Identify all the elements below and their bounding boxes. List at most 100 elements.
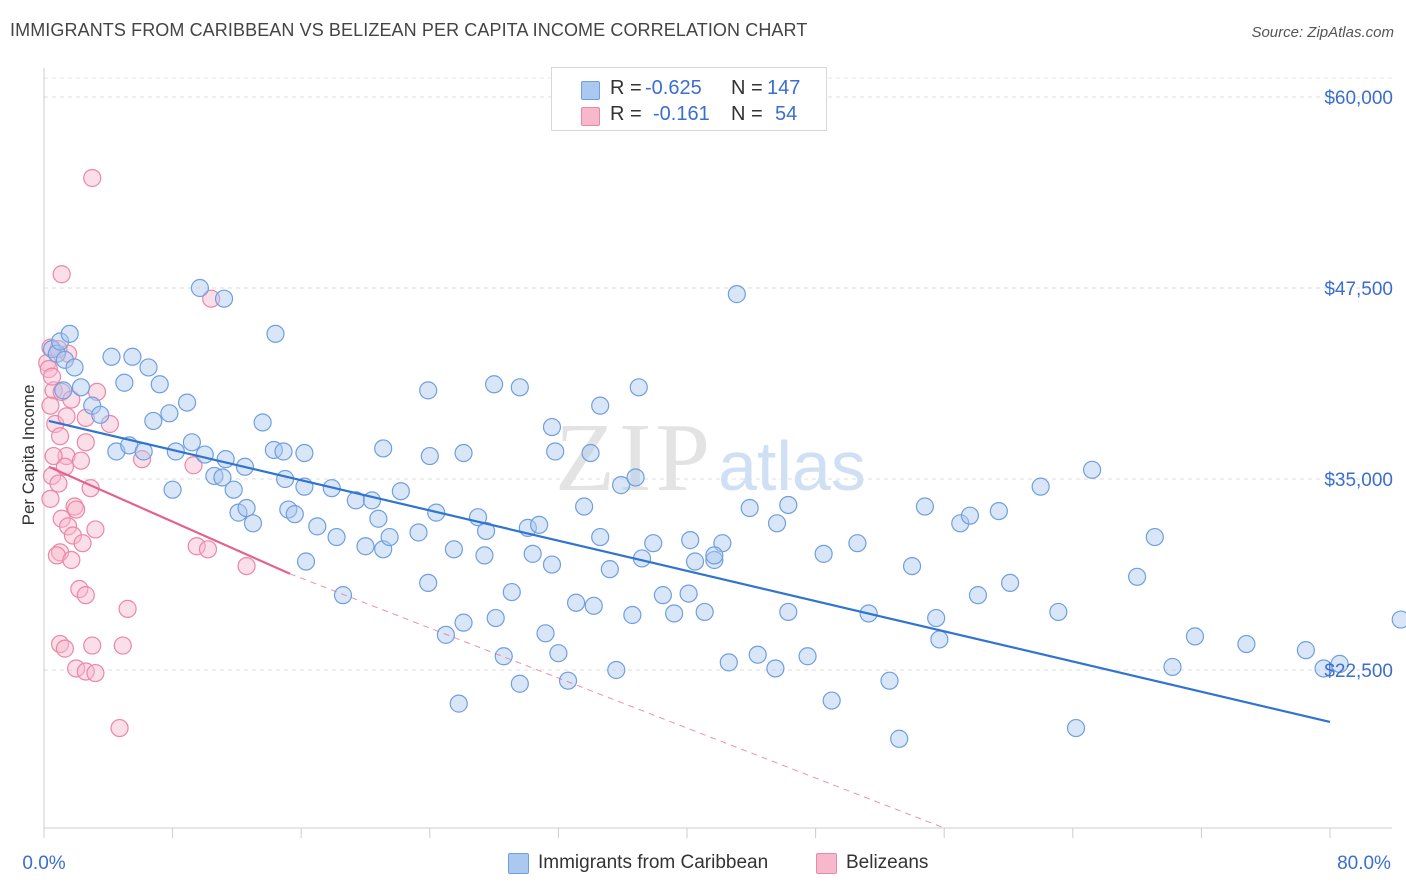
caribbean-point bbox=[523, 544, 542, 563]
caribbean-point bbox=[123, 347, 142, 366]
caribbean-point bbox=[71, 378, 91, 397]
legend-n-value: 54 bbox=[775, 103, 798, 125]
bottom-legend-label-belizeans: Belizeans bbox=[846, 852, 929, 873]
caribbean-point bbox=[1066, 718, 1086, 738]
belizean-point bbox=[52, 509, 71, 528]
bottom-legend-label-caribbean: Immigrants from Caribbean bbox=[538, 852, 769, 873]
caribbean-point bbox=[1031, 477, 1050, 496]
caribbean-point bbox=[60, 324, 79, 343]
trend-lines bbox=[48, 419, 1331, 829]
bottom-legend-swatch-belizeans bbox=[816, 853, 837, 874]
legend-row-belizeans: R = -0.161 N = 54 bbox=[552, 103, 826, 127]
caribbean-points bbox=[42, 278, 1406, 748]
caribbean-point bbox=[626, 468, 645, 487]
caribbean-point bbox=[139, 358, 158, 377]
belizean-point bbox=[110, 718, 129, 738]
caribbean-point bbox=[848, 534, 867, 553]
caribbean-point bbox=[558, 671, 578, 690]
belizean-point bbox=[50, 427, 70, 446]
legend-r-value: -0.161 bbox=[653, 103, 710, 125]
caribbean-point bbox=[409, 523, 428, 542]
belizean-point bbox=[65, 497, 84, 516]
belizean-point bbox=[113, 636, 132, 655]
caribbean-point bbox=[510, 378, 529, 397]
caribbean-point bbox=[1082, 460, 1102, 479]
legend-r-label: R = bbox=[610, 77, 642, 99]
caribbean-point bbox=[419, 573, 438, 593]
caribbean-point bbox=[685, 552, 705, 571]
caribbean-point bbox=[213, 468, 232, 487]
caribbean-point bbox=[530, 515, 549, 534]
caribbean-point bbox=[163, 480, 182, 499]
caribbean-point bbox=[542, 555, 562, 574]
belizean-point bbox=[47, 546, 66, 565]
caribbean-point bbox=[346, 491, 365, 510]
caribbean-point bbox=[600, 560, 619, 579]
caribbean-point bbox=[1001, 573, 1020, 593]
belizean-point bbox=[55, 639, 74, 658]
caribbean-point bbox=[681, 531, 700, 550]
belizean-point bbox=[49, 474, 68, 493]
caribbean-point bbox=[575, 497, 594, 516]
belizean-point bbox=[73, 534, 92, 553]
caribbean-point bbox=[182, 433, 201, 452]
belizean-point bbox=[83, 636, 102, 655]
caribbean-point bbox=[915, 497, 935, 516]
belizean-point bbox=[76, 433, 95, 452]
caribbean-point bbox=[65, 358, 84, 377]
caribbean-point bbox=[644, 534, 663, 553]
caribbean-point bbox=[276, 469, 295, 489]
caribbean-point bbox=[214, 289, 234, 308]
watermark-atlas: atlas bbox=[718, 427, 866, 505]
bottom-legend-swatch-caribbean bbox=[508, 853, 529, 874]
belizean-trend-line bbox=[48, 465, 291, 575]
caribbean-point bbox=[665, 604, 684, 623]
caribbean-point bbox=[629, 378, 648, 397]
caribbean-point bbox=[55, 350, 74, 369]
belizean-point bbox=[67, 500, 86, 519]
caribbean-point bbox=[454, 613, 473, 632]
caribbean-point bbox=[766, 659, 785, 678]
legend-row-caribbean: R = -0.625 N = 147 bbox=[552, 77, 826, 101]
caribbean-point bbox=[767, 514, 787, 533]
caribbean-point bbox=[1185, 627, 1205, 646]
caribbean-point bbox=[327, 527, 346, 547]
caribbean-point bbox=[1127, 567, 1147, 586]
y-tick-label: $47,500 bbox=[1324, 279, 1393, 300]
legend-r-label: R = bbox=[610, 103, 642, 125]
caribbean-point bbox=[510, 674, 529, 693]
caribbean-point bbox=[374, 439, 393, 458]
caribbean-trend-line bbox=[48, 419, 1331, 724]
caribbean-point bbox=[549, 644, 568, 663]
grid-lines bbox=[44, 77, 1392, 671]
caribbean-point bbox=[308, 517, 327, 536]
caribbean-point bbox=[115, 373, 134, 392]
caribbean-point bbox=[150, 375, 169, 394]
caribbean-point bbox=[102, 347, 121, 366]
caribbean-point bbox=[951, 514, 970, 533]
caribbean-point bbox=[274, 442, 293, 461]
caribbean-point bbox=[494, 647, 513, 666]
caribbean-point bbox=[989, 501, 1008, 521]
caribbean-point bbox=[54, 381, 73, 400]
legend-n-value: 147 bbox=[767, 77, 801, 99]
caribbean-point bbox=[880, 671, 899, 690]
caribbean-point bbox=[536, 624, 555, 643]
caribbean-point bbox=[822, 691, 841, 710]
caribbean-point bbox=[253, 413, 272, 432]
x-tick-label: 0.0% bbox=[22, 853, 65, 874]
caribbean-point bbox=[216, 450, 235, 469]
tick-labels: $22,500 $35,000 $47,500 $60,000 0.0% 80.0% bbox=[22, 88, 1393, 874]
caribbean-point bbox=[190, 278, 210, 298]
caribbean-point bbox=[380, 527, 399, 547]
caribbean-point bbox=[623, 605, 642, 625]
belizean-point bbox=[42, 367, 62, 386]
belizean-point bbox=[38, 353, 57, 372]
caribbean-point bbox=[419, 381, 438, 400]
watermark-zip: ZIP bbox=[555, 404, 714, 512]
caribbean-point bbox=[177, 393, 197, 412]
caribbean-point bbox=[449, 694, 468, 713]
caribbean-point bbox=[591, 527, 610, 547]
caribbean-point bbox=[295, 443, 314, 463]
